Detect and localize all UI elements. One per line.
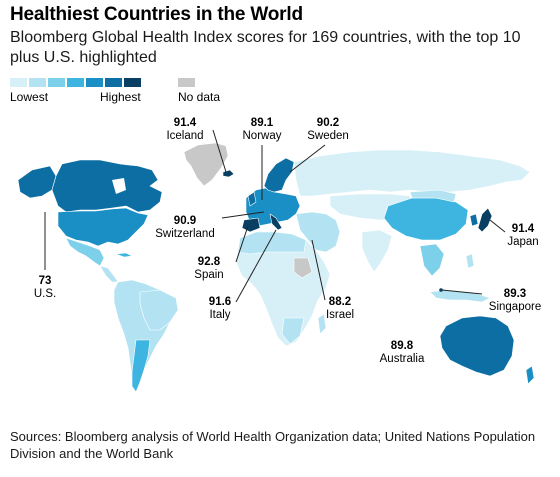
iceland-region: [222, 169, 235, 178]
label-norway: 89.1 Norway: [234, 117, 290, 143]
switzerland-score: 90.9: [173, 215, 197, 227]
australia-score: 89.8: [390, 340, 414, 352]
iceland-score: 91.4: [173, 117, 197, 129]
china-region: [383, 197, 469, 241]
legend-swatch-1: [10, 78, 27, 87]
australia-region: [439, 315, 515, 377]
israel-name: Israel: [325, 309, 355, 321]
legend-nodata-label: No data: [178, 90, 221, 104]
legend-low-label: Lowest: [10, 90, 49, 104]
spain-score: 92.8: [197, 256, 221, 268]
legend-high-label: Highest: [100, 90, 141, 104]
norway-name: Norway: [242, 130, 282, 142]
india-region: [361, 229, 393, 273]
switzerland-name: Switzerland: [155, 228, 215, 240]
japan-region: [477, 207, 493, 233]
world-map: [17, 129, 535, 393]
label-iceland: 91.4 Iceland: [157, 117, 213, 143]
greenland-region: [183, 142, 229, 187]
label-israel: 88.2 Israel: [318, 296, 362, 322]
spain-name: Spain: [194, 269, 224, 281]
label-switzerland: 90.9 Switzerland: [148, 215, 222, 241]
label-australia: 89.8 Australia: [373, 340, 431, 366]
legend-swatch-4: [67, 78, 84, 87]
canada-region: [51, 159, 163, 213]
australia-name: Australia: [379, 353, 425, 365]
legend-swatch-2: [29, 78, 46, 87]
sweden-score: 90.2: [316, 117, 340, 129]
norway-score: 89.1: [250, 117, 274, 129]
legend-swatch-nodata: [178, 78, 195, 87]
us-score: 73: [38, 275, 52, 287]
alaska-region: [17, 165, 57, 199]
singapore-marker: [439, 288, 443, 292]
chart-subtitle: Bloomberg Global Health Index scores for…: [10, 29, 521, 66]
scandinavia-region: [263, 157, 295, 193]
japan-name: Japan: [507, 236, 539, 248]
label-japan: 91.4 Japan: [500, 223, 546, 249]
singapore-score: 89.3: [503, 288, 527, 300]
label-italy: 91.6 Italy: [198, 296, 242, 322]
russia-region: [293, 149, 531, 197]
source-note: Sources: Bloomberg analysis of World Hea…: [10, 429, 536, 461]
legend-swatch-7: [124, 78, 141, 87]
label-sweden: 90.2 Sweden: [300, 117, 356, 143]
sweden-name: Sweden: [307, 130, 349, 142]
spain-region: [241, 217, 261, 233]
chart-title: Healthiest Countries in the World: [10, 4, 303, 25]
italy-name: Italy: [209, 309, 231, 321]
label-us: 73 U.S.: [28, 275, 62, 301]
legend-swatch-5: [86, 78, 103, 87]
italy-score: 91.6: [208, 296, 232, 308]
singapore-name: Singapore: [488, 301, 542, 313]
iceland-name: Iceland: [166, 130, 204, 142]
us-name: U.S.: [33, 288, 57, 300]
legend-swatch-3: [48, 78, 65, 87]
japan-score: 91.4: [511, 223, 535, 235]
usa-region: [57, 207, 149, 247]
label-spain: 92.8 Spain: [186, 256, 232, 282]
legend-swatch-6: [105, 78, 122, 87]
israel-score: 88.2: [328, 296, 352, 308]
label-singapore: 89.3 Singapore: [484, 288, 546, 314]
italy-region: [269, 213, 283, 231]
